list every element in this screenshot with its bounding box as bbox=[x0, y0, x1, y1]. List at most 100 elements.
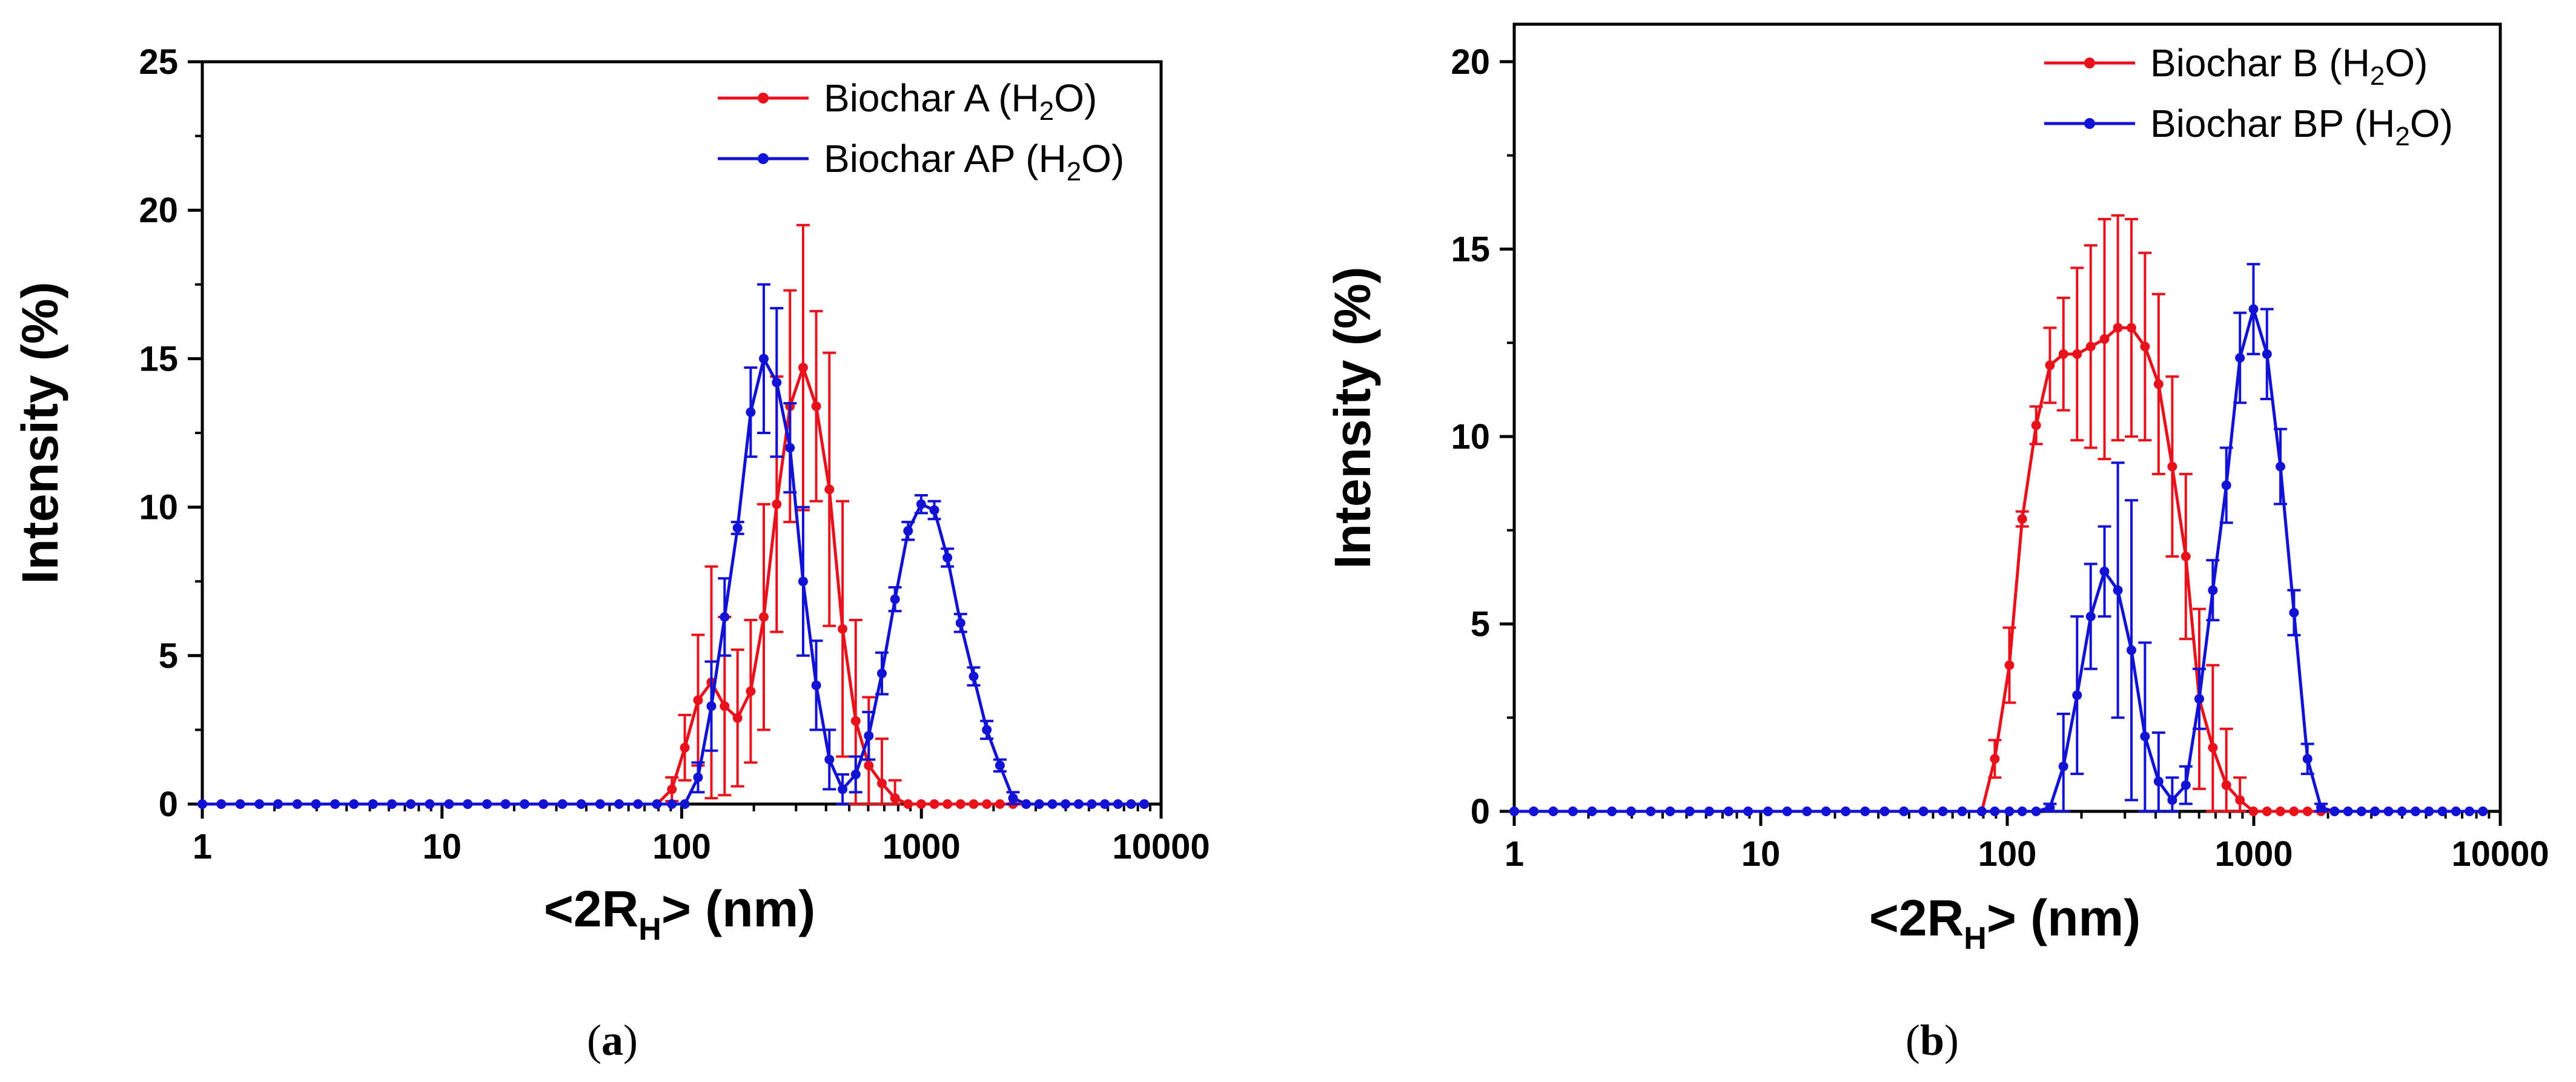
data-point bbox=[864, 760, 874, 771]
data-point bbox=[811, 401, 821, 411]
caption-b: (b) bbox=[1906, 1016, 1959, 1064]
data-point bbox=[1879, 807, 1890, 816]
data-point bbox=[2031, 807, 2041, 816]
x-tick-label: 10 bbox=[422, 827, 462, 866]
data-point bbox=[311, 799, 321, 809]
data-point bbox=[1548, 807, 1558, 816]
data-point bbox=[2031, 420, 2041, 430]
data-point bbox=[2004, 807, 2015, 816]
y-tick-label: 10 bbox=[139, 488, 178, 527]
data-point bbox=[968, 671, 979, 682]
data-point bbox=[877, 668, 887, 679]
data-point bbox=[824, 484, 835, 495]
data-point bbox=[292, 799, 302, 809]
data-point bbox=[2370, 807, 2380, 816]
data-point bbox=[864, 731, 874, 741]
data-point bbox=[2153, 379, 2164, 389]
data-point bbox=[903, 799, 913, 809]
data-point bbox=[1587, 807, 1597, 816]
data-point bbox=[2113, 585, 2123, 595]
data-point bbox=[667, 799, 677, 809]
data-point bbox=[811, 680, 821, 690]
y-tick-label: 5 bbox=[1471, 604, 1490, 644]
data-point bbox=[2316, 802, 2326, 813]
data-point bbox=[667, 784, 677, 794]
data-point bbox=[2289, 607, 2299, 618]
x-tick-label: 10 bbox=[1741, 834, 1781, 874]
data-point bbox=[942, 799, 953, 809]
data-point bbox=[2140, 731, 2150, 742]
legend-label-b2: Biochar BP (H2O) bbox=[2150, 102, 2453, 151]
data-point bbox=[2356, 807, 2366, 816]
data-point bbox=[1087, 799, 1097, 809]
data-point bbox=[463, 799, 473, 809]
data-point bbox=[482, 799, 492, 809]
data-point bbox=[368, 799, 378, 809]
y-tick-label: 20 bbox=[1451, 42, 1490, 82]
y-tick-label: 20 bbox=[139, 191, 178, 230]
data-point bbox=[732, 713, 743, 723]
data-point bbox=[995, 760, 1005, 771]
data-point bbox=[850, 716, 861, 726]
data-point bbox=[2329, 807, 2340, 816]
data-point bbox=[1704, 807, 1714, 816]
series-group-a bbox=[197, 223, 1150, 809]
caption-a: (a) bbox=[587, 1016, 638, 1064]
data-point bbox=[2113, 323, 2123, 333]
data-point bbox=[929, 505, 939, 515]
data-point bbox=[2058, 349, 2068, 359]
y-tick-label: 15 bbox=[1451, 229, 1490, 269]
axes-ticks-a: 1 10 100 1000 10000 0 5 10 15 20 25 bbox=[139, 42, 1210, 866]
data-point bbox=[235, 799, 245, 809]
data-point bbox=[2017, 807, 2027, 816]
data-point bbox=[2194, 694, 2204, 704]
data-point bbox=[2276, 461, 2285, 472]
data-point bbox=[2180, 552, 2191, 561]
data-point bbox=[2072, 690, 2082, 701]
data-point bbox=[916, 499, 926, 509]
x-tick-label: 100 bbox=[652, 827, 711, 866]
x-axis-title-a: <2RH> (nm) bbox=[544, 880, 815, 947]
data-point bbox=[1626, 807, 1636, 816]
data-point bbox=[2004, 660, 2015, 670]
data-point bbox=[955, 618, 965, 628]
legend-swatch-marker-a1 bbox=[758, 93, 769, 104]
data-point bbox=[2248, 807, 2259, 816]
data-point bbox=[759, 612, 769, 622]
data-point bbox=[425, 799, 435, 809]
data-point bbox=[254, 799, 265, 809]
data-point bbox=[2058, 761, 2068, 771]
legend-swatch-marker-b1 bbox=[2084, 58, 2095, 68]
data-point bbox=[706, 701, 717, 711]
data-point bbox=[406, 799, 416, 809]
data-point bbox=[633, 799, 643, 809]
data-point bbox=[693, 695, 703, 705]
data-point bbox=[1034, 799, 1044, 809]
x-tick-label: 1000 bbox=[882, 827, 961, 866]
data-point bbox=[2085, 612, 2096, 622]
data-point bbox=[1990, 807, 2000, 816]
data-point bbox=[2262, 349, 2272, 359]
data-point bbox=[798, 363, 808, 373]
x-tick-label: 100 bbox=[1978, 834, 2037, 874]
data-point bbox=[1976, 807, 1987, 816]
series-group-b bbox=[1509, 214, 2488, 816]
series-line-1 bbox=[202, 366, 1145, 806]
data-point bbox=[216, 799, 227, 809]
x-tick-label: 10000 bbox=[1112, 827, 1210, 866]
data-point bbox=[890, 793, 900, 803]
data-point bbox=[595, 799, 605, 809]
y-axis-title-b: Intensity (%) bbox=[1324, 266, 1381, 569]
data-point bbox=[2180, 780, 2191, 790]
data-point bbox=[680, 799, 690, 809]
data-point bbox=[557, 799, 568, 809]
data-point bbox=[538, 799, 549, 809]
data-point bbox=[968, 799, 979, 809]
data-point bbox=[955, 799, 965, 809]
data-point bbox=[2072, 349, 2082, 359]
legend-label-b1: Biochar B (H2O) bbox=[2150, 41, 2428, 91]
data-point bbox=[1841, 807, 1851, 816]
data-point bbox=[982, 725, 992, 735]
data-point bbox=[1821, 807, 1831, 816]
x-tick-label: 10000 bbox=[2451, 834, 2549, 874]
